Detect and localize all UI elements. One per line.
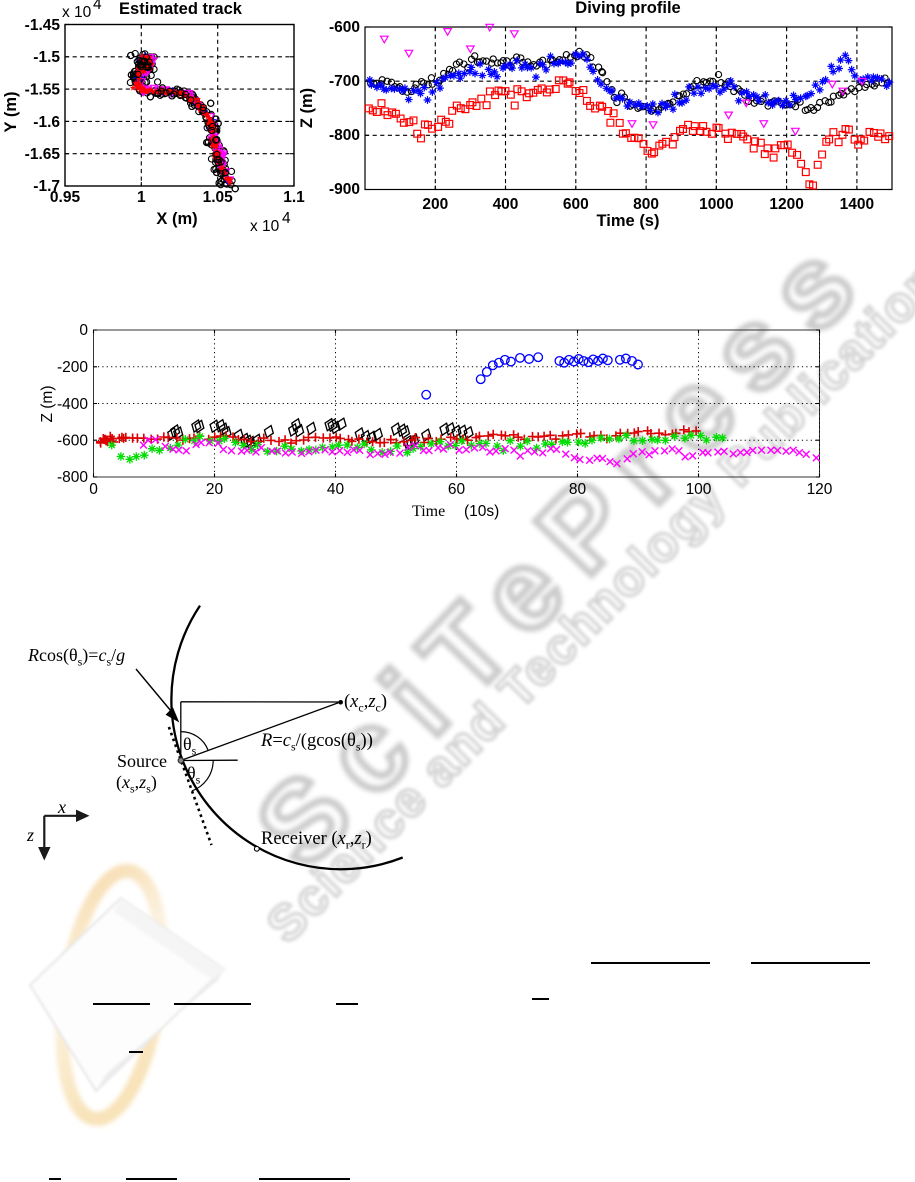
svg-text:Time: Time [412,503,445,520]
svg-text:-1.5: -1.5 [33,49,60,66]
svg-text:4: 4 [282,210,291,227]
svg-text:0: 0 [89,481,98,498]
svg-text:-1.6: -1.6 [33,114,60,131]
svg-text:0.95: 0.95 [50,189,81,206]
svg-text:200: 200 [422,196,448,213]
svg-text:0: 0 [79,322,88,339]
svg-text:4: 4 [93,0,102,13]
svg-text:-1.65: -1.65 [25,146,61,163]
svg-text:80: 80 [569,481,587,498]
svg-text:60: 60 [448,481,466,498]
svg-text:-700: -700 [329,73,360,90]
svg-text:800: 800 [633,196,659,213]
svg-text:-600: -600 [329,19,360,36]
svg-text:x 10: x 10 [62,4,92,21]
svg-text:Estimated track: Estimated track [119,0,243,18]
svg-text:-900: -900 [329,181,360,198]
svg-text:-200: -200 [57,359,88,376]
svg-text:x 10: x 10 [250,218,280,235]
svg-text:1.05: 1.05 [203,189,234,206]
svg-text:1400: 1400 [840,196,874,213]
svg-text:20: 20 [206,481,224,498]
svg-text:Z (m): Z (m) [298,88,316,128]
svg-text:-600: -600 [57,433,88,450]
svg-text:100: 100 [686,481,712,498]
svg-text:-400: -400 [57,396,88,413]
svg-text:1000: 1000 [699,196,733,213]
svg-text:-1.55: -1.55 [25,82,61,99]
svg-text:1200: 1200 [769,196,803,213]
svg-text:1: 1 [137,189,146,206]
svg-text:-1.7: -1.7 [33,178,60,195]
svg-text:X (m): X (m) [156,210,197,228]
svg-text:(10s): (10s) [464,503,499,520]
svg-text:-800: -800 [57,469,88,486]
svg-text:1.1: 1.1 [283,189,305,206]
svg-text:600: 600 [563,196,589,213]
svg-text:Z (m): Z (m) [39,385,56,422]
svg-text:Diving profile: Diving profile [575,0,680,17]
svg-text:120: 120 [807,481,833,498]
svg-text:-800: -800 [329,127,360,144]
svg-text:40: 40 [327,481,345,498]
svg-text:-1.45: -1.45 [25,17,61,34]
svg-text:400: 400 [493,196,519,213]
svg-text:Time (s): Time (s) [597,212,660,230]
svg-text:Y (m): Y (m) [2,92,20,133]
